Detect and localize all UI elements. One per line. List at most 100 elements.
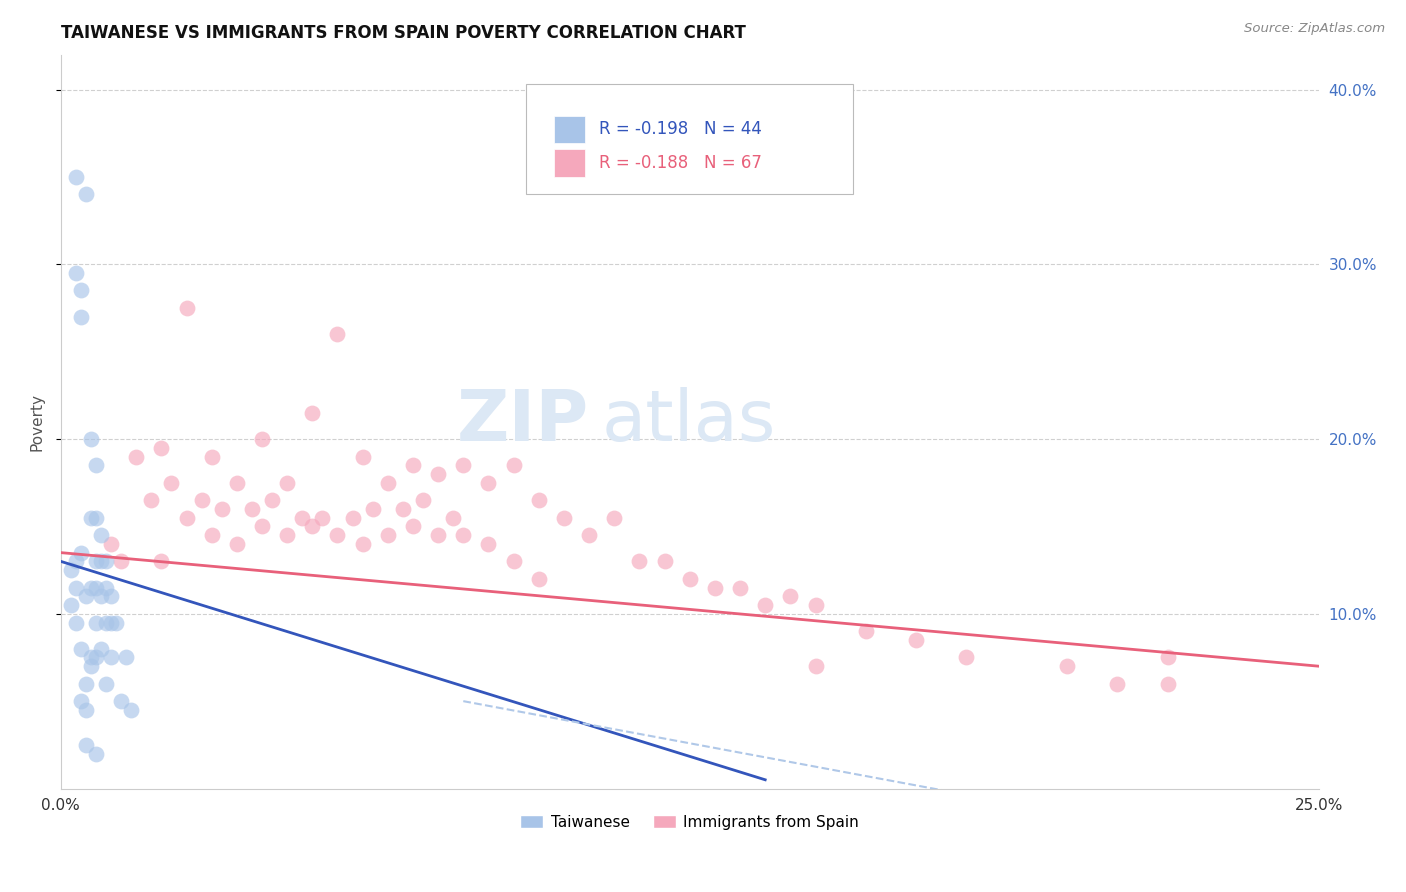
Point (502, 554, 524, 568)
Point (110, 554, 132, 568)
Point (201, 450, 224, 464)
Point (160, 475, 183, 490)
Point (361, 502, 384, 516)
Point (65, 169, 87, 184)
Point (427, 528, 450, 542)
Point (84, 581, 107, 595)
Point (240, 502, 263, 516)
Point (250, 519, 273, 533)
Point (779, 590, 801, 604)
Point (654, 554, 676, 568)
Point (679, 572, 702, 586)
Point (301, 406, 323, 420)
Point (703, 581, 725, 595)
Point (502, 458, 524, 473)
Point (402, 519, 425, 533)
FancyBboxPatch shape (526, 84, 853, 194)
Point (84, 615, 107, 630)
Point (94, 554, 117, 568)
Point (80, 581, 103, 595)
Point (250, 432, 273, 446)
Point (100, 615, 122, 630)
Point (262, 493, 284, 508)
Point (1157, 676, 1180, 690)
Point (94, 615, 117, 630)
Point (1107, 676, 1129, 690)
Point (100, 590, 122, 604)
Point (80, 510, 103, 524)
Point (392, 502, 415, 516)
Point (100, 537, 122, 551)
Point (578, 528, 600, 542)
Point (105, 615, 128, 630)
Point (855, 624, 877, 639)
FancyBboxPatch shape (554, 115, 585, 144)
Point (326, 528, 349, 542)
Point (176, 301, 198, 315)
Point (84, 554, 107, 568)
Point (100, 650, 122, 665)
Legend: Taiwanese, Immigrants from Spain: Taiwanese, Immigrants from Spain (515, 809, 865, 836)
Point (75, 187, 97, 202)
Point (190, 493, 212, 508)
Point (276, 475, 298, 490)
Point (603, 510, 626, 524)
Point (527, 572, 550, 586)
Point (453, 528, 475, 542)
Point (211, 502, 233, 516)
Point (276, 528, 298, 542)
Point (65, 581, 87, 595)
Text: TAIWANESE VS IMMIGRANTS FROM SPAIN POVERTY CORRELATION CHART: TAIWANESE VS IMMIGRANTS FROM SPAIN POVER… (60, 24, 745, 42)
Point (65, 615, 87, 630)
Point (70, 310, 93, 324)
Point (754, 598, 776, 612)
Point (75, 590, 97, 604)
Point (94, 676, 117, 690)
Text: R = -0.188   N = 67: R = -0.188 N = 67 (599, 153, 762, 172)
Point (65, 266, 87, 280)
Point (352, 537, 374, 551)
Point (65, 554, 87, 568)
Point (75, 703, 97, 717)
Text: R = -0.198   N = 44: R = -0.198 N = 44 (599, 120, 762, 138)
Point (402, 458, 425, 473)
Point (90, 590, 112, 604)
Point (377, 528, 399, 542)
Point (453, 458, 475, 473)
Point (301, 519, 323, 533)
Point (80, 659, 103, 673)
Point (326, 327, 349, 342)
Point (955, 650, 977, 665)
Point (477, 475, 499, 490)
Point (377, 475, 399, 490)
Point (115, 650, 138, 665)
Point (94, 581, 117, 595)
Point (110, 694, 132, 708)
Text: ZIP: ZIP (457, 387, 589, 456)
Point (441, 510, 464, 524)
Point (150, 441, 173, 455)
Point (84, 510, 107, 524)
Point (59, 563, 82, 577)
Point (1157, 650, 1180, 665)
Point (125, 450, 148, 464)
Point (311, 510, 333, 524)
Point (150, 554, 173, 568)
Point (80, 432, 103, 446)
Point (120, 703, 142, 717)
Point (412, 493, 434, 508)
Point (291, 510, 314, 524)
Point (90, 554, 112, 568)
Point (176, 510, 198, 524)
Point (628, 554, 651, 568)
Point (1056, 659, 1078, 673)
Point (728, 581, 751, 595)
Point (427, 467, 450, 481)
Point (804, 659, 827, 673)
Point (141, 493, 163, 508)
Point (90, 641, 112, 656)
Point (84, 747, 107, 761)
Text: Source: ZipAtlas.com: Source: ZipAtlas.com (1244, 22, 1385, 36)
Point (70, 546, 93, 560)
Point (477, 537, 499, 551)
